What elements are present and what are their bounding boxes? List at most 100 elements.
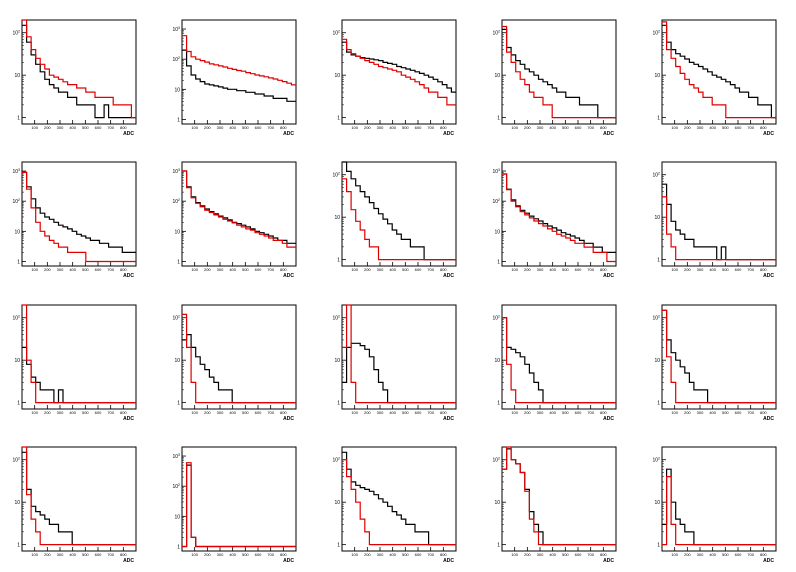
y-tick-label: 10 bbox=[494, 73, 500, 79]
x-tick-label: 300 bbox=[57, 410, 64, 415]
x-tick-label: 700 bbox=[107, 267, 114, 272]
x-tick-label: 700 bbox=[587, 125, 594, 130]
series-red-line bbox=[182, 35, 296, 86]
series-red-line bbox=[342, 459, 456, 546]
y-tick-label: 10 bbox=[334, 215, 340, 221]
x-tick-label: 500 bbox=[242, 410, 249, 415]
y-tick-label: 1 bbox=[177, 117, 180, 123]
y-tick-label: 10 bbox=[174, 358, 180, 364]
x-tick-label: 200 bbox=[44, 552, 51, 557]
y-tick-label: 103 bbox=[492, 168, 500, 175]
y-tick-label: 103 bbox=[12, 168, 20, 175]
x-tick-label: 600 bbox=[575, 410, 582, 415]
x-tick-label: 800 bbox=[120, 267, 127, 272]
y-tick-label: 102 bbox=[492, 30, 500, 37]
x-tick-label: 700 bbox=[747, 267, 754, 272]
x-tick-label: 800 bbox=[760, 552, 767, 557]
x-tick-label: 600 bbox=[575, 267, 582, 272]
x-tick-label: 200 bbox=[364, 410, 371, 415]
y-tick-label: 1 bbox=[657, 258, 660, 264]
x-axis-label: ADC bbox=[763, 558, 774, 564]
x-tick-label: 400 bbox=[69, 125, 76, 130]
x-axis-label: ADC bbox=[443, 558, 454, 564]
x-tick-label: 200 bbox=[524, 267, 531, 272]
x-tick-label: 600 bbox=[735, 410, 742, 415]
x-tick-label: 600 bbox=[575, 552, 582, 557]
x-tick-label: 300 bbox=[697, 125, 704, 130]
series-red-line bbox=[342, 38, 456, 106]
x-tick-label: 100 bbox=[191, 267, 198, 272]
x-tick-label: 400 bbox=[69, 552, 76, 557]
y-tick-label: 102 bbox=[12, 198, 20, 205]
y-tick-label: 102 bbox=[172, 483, 180, 490]
y-tick-label: 102 bbox=[172, 315, 180, 322]
x-tick-label: 200 bbox=[44, 267, 51, 272]
x-tick-label: 100 bbox=[31, 410, 38, 415]
y-tick-label: 102 bbox=[332, 457, 340, 464]
x-tick-label: 600 bbox=[575, 125, 582, 130]
y-tick-label: 1 bbox=[337, 543, 340, 549]
x-tick-label: 800 bbox=[120, 125, 127, 130]
x-axis-label: ADC bbox=[443, 131, 454, 137]
x-tick-label: 800 bbox=[760, 125, 767, 130]
x-tick-label: 500 bbox=[722, 125, 729, 130]
x-tick-label: 100 bbox=[511, 410, 518, 415]
x-axis-label: ADC bbox=[443, 273, 454, 279]
x-tick-label: 600 bbox=[95, 552, 102, 557]
x-tick-label: 100 bbox=[351, 267, 358, 272]
x-tick-label: 500 bbox=[722, 552, 729, 557]
y-tick-label: 102 bbox=[12, 30, 20, 37]
x-axis-label: ADC bbox=[603, 273, 614, 279]
x-tick-label: 400 bbox=[709, 267, 716, 272]
x-tick-label: 800 bbox=[120, 410, 127, 415]
series-red-line bbox=[662, 476, 776, 546]
x-tick-label: 500 bbox=[562, 125, 569, 130]
x-tick-label: 600 bbox=[95, 125, 102, 130]
y-tick-label: 10 bbox=[334, 73, 340, 79]
x-tick-label: 100 bbox=[191, 552, 198, 557]
plot-frame bbox=[21, 161, 137, 267]
x-tick-label: 400 bbox=[229, 410, 236, 415]
series-black-line bbox=[22, 24, 136, 119]
x-tick-label: 600 bbox=[415, 552, 422, 557]
x-tick-label: 400 bbox=[389, 267, 396, 272]
x-tick-label: 200 bbox=[684, 410, 691, 415]
x-axis-label: ADC bbox=[283, 273, 294, 279]
x-tick-label: 400 bbox=[549, 267, 556, 272]
x-tick-label: 500 bbox=[82, 410, 89, 415]
x-tick-label: 300 bbox=[377, 267, 384, 272]
series-black-line bbox=[502, 28, 616, 119]
x-axis-label: ADC bbox=[283, 131, 294, 137]
x-axis-label: ADC bbox=[283, 416, 294, 422]
x-tick-label: 100 bbox=[671, 267, 678, 272]
series-red-line bbox=[662, 196, 776, 261]
x-tick-label: 700 bbox=[427, 410, 434, 415]
series-red-line bbox=[502, 25, 616, 119]
x-tick-label: 500 bbox=[242, 552, 249, 557]
x-tick-label: 400 bbox=[709, 125, 716, 130]
x-tick-label: 600 bbox=[735, 125, 742, 130]
x-tick-label: 700 bbox=[587, 410, 594, 415]
x-tick-label: 500 bbox=[82, 125, 89, 130]
x-tick-label: 400 bbox=[69, 410, 76, 415]
y-tick-label: 10 bbox=[654, 500, 660, 506]
plot-frame bbox=[661, 304, 777, 410]
y-tick-label: 10 bbox=[174, 514, 180, 520]
x-axis-label: ADC bbox=[283, 558, 294, 564]
x-tick-label: 800 bbox=[440, 125, 447, 130]
y-tick-label: 102 bbox=[12, 457, 20, 464]
x-tick-label: 800 bbox=[280, 552, 287, 557]
y-tick-label: 1 bbox=[657, 116, 660, 122]
x-tick-label: 700 bbox=[107, 552, 114, 557]
x-tick-label: 700 bbox=[267, 552, 274, 557]
x-tick-label: 200 bbox=[684, 125, 691, 130]
series-black-line bbox=[182, 49, 296, 102]
x-tick-label: 300 bbox=[57, 552, 64, 557]
x-tick-label: 500 bbox=[402, 552, 409, 557]
